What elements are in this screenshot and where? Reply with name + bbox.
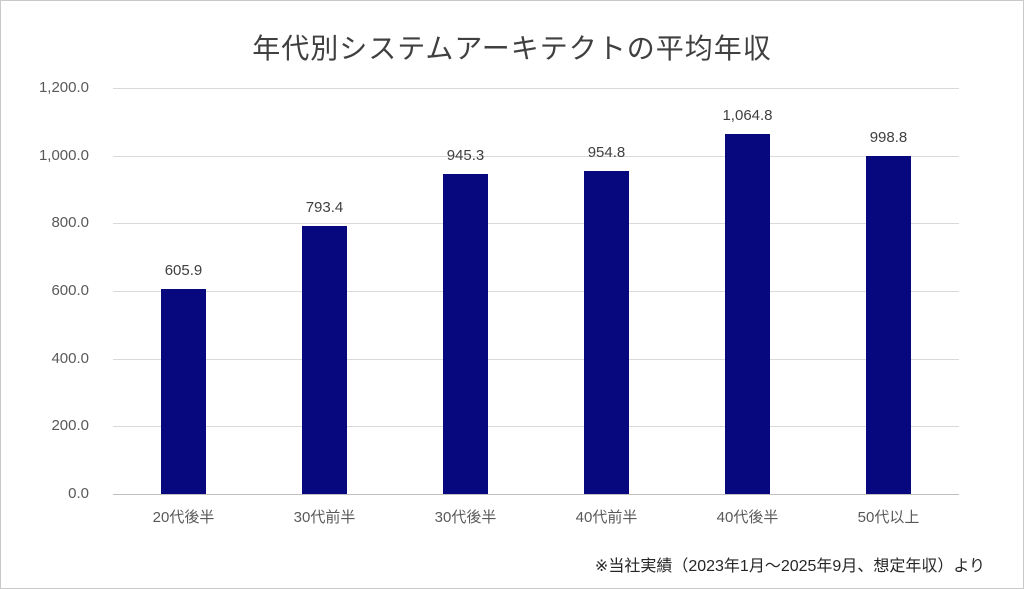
- plot-area: [113, 88, 959, 495]
- bar-value-label: 998.8: [869, 129, 908, 147]
- bar-value-label: 605.9: [164, 262, 203, 279]
- x-axis-label: 50代以上: [857, 509, 920, 526]
- gridline: [113, 291, 959, 292]
- y-tick-label: 0.0: [68, 485, 89, 502]
- gridline: [113, 494, 959, 495]
- gridline: [113, 358, 959, 360]
- x-axis-label: 30代後半: [434, 509, 497, 526]
- gridline: [113, 155, 959, 157]
- bar: [866, 156, 911, 494]
- bar: [161, 289, 206, 494]
- y-tick-label: 1,000.0: [38, 146, 89, 164]
- bar-value-label: 954.8: [587, 143, 626, 161]
- bar-value-label: 793.4: [305, 198, 344, 216]
- x-axis-label: 20代後半: [152, 509, 215, 526]
- x-axis-label: 40代前半: [575, 509, 638, 526]
- y-tick-label: 1,200.0: [38, 79, 89, 96]
- bar-value-label: 945.3: [446, 147, 485, 165]
- bar: [725, 133, 770, 494]
- gridline: [113, 223, 959, 225]
- y-tick-label: 400.0: [51, 349, 89, 367]
- x-axis-label: 30代前半: [293, 509, 356, 526]
- bar-value-label: 1,064.8: [722, 106, 773, 124]
- bar: [302, 225, 347, 494]
- source-note: ※当社実績（2023年1月～2025年9月、想定年収）より: [594, 558, 985, 575]
- chart-title: 年代別システムアーキテクトの平均年収: [252, 33, 772, 64]
- bar: [443, 174, 488, 494]
- gridline: [113, 88, 959, 89]
- bar: [584, 170, 629, 494]
- y-tick-label: 200.0: [51, 417, 89, 435]
- y-tick-label: 800.0: [51, 214, 89, 232]
- y-tick-label: 600.0: [51, 282, 89, 299]
- gridline: [113, 426, 959, 428]
- x-axis-label: 40代後半: [716, 509, 779, 526]
